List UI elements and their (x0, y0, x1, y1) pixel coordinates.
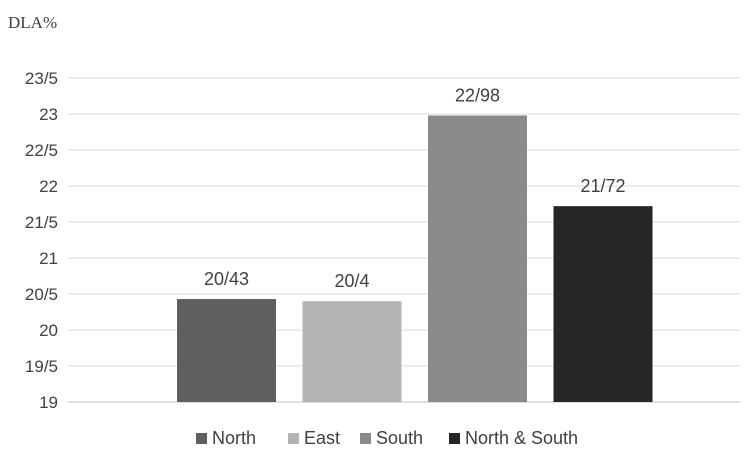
bars (177, 115, 653, 402)
y-tick-label: 20 (39, 321, 58, 340)
bar-south (428, 115, 527, 402)
y-axis-label: DLA% (8, 13, 57, 32)
bar-north (177, 299, 276, 402)
legend-swatch (360, 433, 371, 444)
y-axis-ticks: 19 19/5 20 20/5 21 21/5 22 22/5 23 23/5 (25, 69, 58, 412)
bar-north-south (553, 206, 653, 402)
data-label: 20/43 (204, 269, 249, 289)
legend-swatch (449, 433, 460, 444)
legend-label: South (376, 428, 423, 448)
legend-label: North (212, 428, 256, 448)
y-tick-label: 21 (39, 249, 58, 268)
legend: North East South North & South (196, 428, 578, 448)
y-tick-label: 22 (39, 177, 58, 196)
y-tick-label: 23/5 (25, 69, 58, 88)
legend-swatch (288, 433, 299, 444)
y-tick-label: 19/5 (25, 357, 58, 376)
legend-label: North & South (465, 428, 578, 448)
legend-label: East (304, 428, 340, 448)
bar-east (302, 301, 402, 402)
y-tick-label: 20/5 (25, 285, 58, 304)
data-labels: 20/43 20/4 22/98 21/72 (204, 85, 626, 291)
y-tick-label: 21/5 (25, 213, 58, 232)
data-label: 20/4 (334, 271, 369, 291)
data-label: 22/98 (455, 85, 500, 105)
y-tick-label: 22/5 (25, 141, 58, 160)
y-tick-label: 23 (39, 105, 58, 124)
data-label: 21/72 (580, 176, 625, 196)
y-tick-label: 19 (39, 393, 58, 412)
legend-swatch (196, 433, 207, 444)
